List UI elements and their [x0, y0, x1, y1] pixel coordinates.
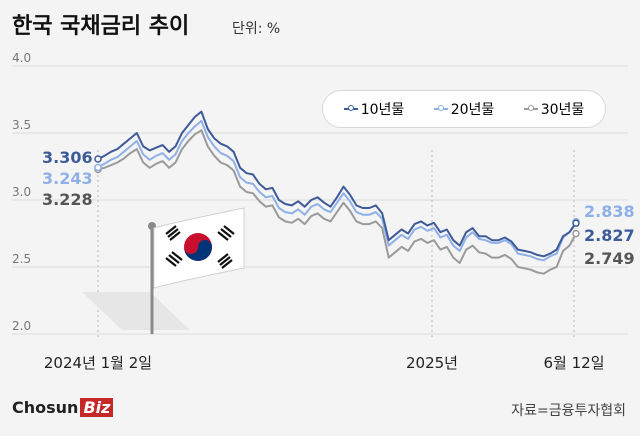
start-value-label: 3.228: [42, 190, 93, 209]
y-tick-label: 2.5: [12, 252, 31, 266]
y-tick-label: 3.5: [12, 118, 31, 132]
korean-flag-icon: [82, 207, 245, 334]
series-line-0: [97, 110, 577, 258]
brand-logo: Chosun Biz: [12, 398, 114, 417]
legend-20y-label: 20년물: [450, 102, 495, 118]
legend: 10년물 20년물 30년물: [322, 90, 606, 128]
x-tick-label: 6월 12일: [544, 354, 605, 372]
legend-item-20y: 20년물: [433, 99, 495, 119]
unit-label: 단위: %: [232, 21, 281, 37]
start-value-label: 3.243: [42, 169, 93, 188]
source-note: 자료=금융투자협회: [511, 403, 626, 419]
grid-lines: [12, 65, 628, 340]
y-tick-label: 4.0: [12, 51, 31, 65]
chart-title: 한국 국채금리 추이: [12, 14, 190, 39]
end-value-label: 2.749: [584, 249, 635, 268]
legend-30y-label: 30년물: [540, 102, 585, 118]
x-tick-label: 2024년 1월 2일: [44, 354, 152, 372]
series-end-point: [572, 219, 580, 227]
y-tick-label: 3.0: [12, 185, 31, 199]
legend-item-10y: 10년물: [343, 99, 405, 119]
series-end-point: [572, 229, 580, 238]
legend-item-30y: 30년물: [523, 99, 585, 119]
series-start-point: [94, 163, 102, 172]
y-tick-label: 2.0: [12, 319, 31, 333]
end-value-label: 2.838: [584, 202, 635, 221]
start-value-label: 3.306: [42, 148, 93, 167]
legend-10y-marker: [343, 105, 358, 111]
legend-20y-marker: [433, 105, 448, 111]
series-start-point: [94, 155, 102, 163]
end-value-label: 2.827: [584, 226, 635, 245]
legend-10y-label: 10년물: [360, 102, 405, 118]
series-line-1: [97, 119, 577, 262]
x-tick-label: 2025년: [406, 354, 458, 372]
legend-30y-marker: [523, 105, 538, 111]
series-line-2: [97, 129, 577, 275]
